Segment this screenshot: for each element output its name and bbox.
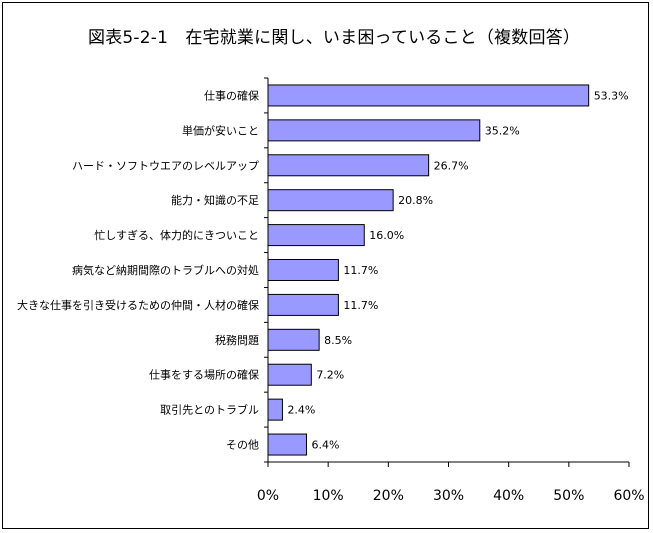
value-label: 35.2% <box>485 124 520 137</box>
bar <box>267 293 339 316</box>
category-label: 仕事をする場所の確保 <box>149 368 259 382</box>
bar <box>267 189 394 212</box>
bar <box>267 119 481 142</box>
category-label: 病気など納期間際のトラブルへの対処 <box>72 263 259 277</box>
chart-title: 図表5-2-1 在宅就業に関し、いま困っていること（複数回答） <box>88 28 581 48</box>
bar <box>267 84 590 107</box>
value-label: 6.4% <box>312 439 340 452</box>
category-label: 忙しすぎる、体力的にきついこと <box>94 228 259 242</box>
x-tick-label: 50% <box>553 488 584 504</box>
value-label: 16.0% <box>369 229 404 242</box>
bar <box>267 154 430 177</box>
category-label: 単価が安いこと <box>182 123 259 137</box>
labels-layer: 0% 10% 20% 30% 40% 50% 60% 仕事の確保 53.3% 単価が安いこと 35.… <box>17 88 645 504</box>
bars-layer <box>267 84 590 456</box>
bar <box>267 433 308 456</box>
category-label: 仕事の確保 <box>204 88 259 102</box>
value-label: 7.2% <box>316 369 344 382</box>
x-tick-label: 0% <box>257 488 279 504</box>
value-label: 53.3% <box>594 89 629 102</box>
bar <box>267 224 365 247</box>
value-label: 11.7% <box>343 299 378 312</box>
bar <box>267 259 339 281</box>
category-label: 能力・知識の不足 <box>171 193 259 207</box>
category-label: 税務問題 <box>215 333 259 347</box>
value-label: 11.7% <box>343 264 378 277</box>
value-label: 2.4% <box>287 404 315 417</box>
value-label: 26.7% <box>434 159 469 172</box>
x-tick-label: 60% <box>613 488 644 504</box>
x-tick-label: 30% <box>433 488 464 504</box>
category-label: 大きな仕事を引き受けるための仲間・人材の確保 <box>17 298 259 312</box>
category-label: ハード・ソフトウエアのレベルアップ <box>72 159 259 172</box>
value-label: 8.5% <box>324 334 352 347</box>
category-label: その他 <box>226 439 259 452</box>
bar <box>267 328 320 351</box>
x-tick-label: 10% <box>313 488 344 504</box>
x-tick-label: 40% <box>493 488 524 504</box>
bar <box>267 363 312 386</box>
bar <box>267 398 283 421</box>
category-label: 取引先とのトラブル <box>160 403 259 417</box>
x-tick-label: 20% <box>373 488 404 504</box>
value-label: 20.8% <box>398 194 433 207</box>
